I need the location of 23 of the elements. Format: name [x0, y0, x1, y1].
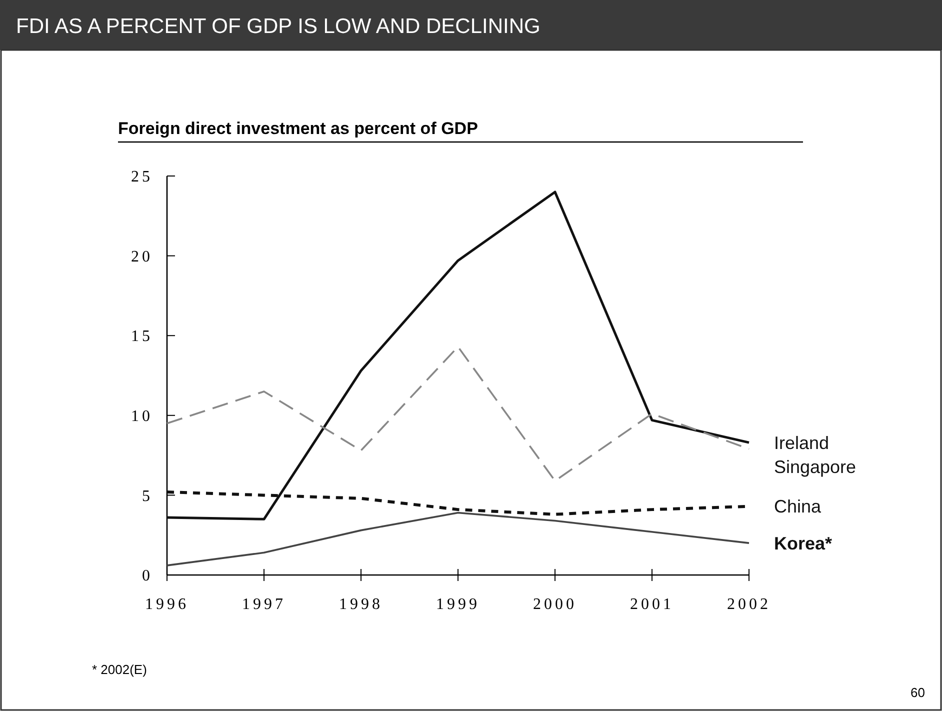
x-tick-label: 1999: [436, 596, 480, 613]
x-tick-label: 1997: [242, 596, 286, 613]
x-tick-label: 2000: [533, 596, 577, 613]
text: 60: [910, 685, 925, 700]
y-tick-label: 25: [131, 168, 153, 186]
chart-title: FDI AS A PERCENT OF GDP IS LOW AND DECLINING: [16, 15, 540, 38]
x-tick-label: 2002: [727, 596, 771, 613]
x-tick-label: 1998: [339, 596, 383, 613]
line-series: [166, 190, 750, 520]
y-tick-label: 10: [131, 408, 153, 425]
text: * 2002(E): [92, 662, 147, 677]
series-label: Korea*: [774, 533, 832, 554]
y-tick-label: 20: [131, 248, 153, 266]
chart-subtitle: Foreign direct investment as percent of GDP: [118, 119, 478, 138]
series-label: China: [774, 496, 822, 517]
x-tick-label: 1996: [145, 596, 189, 613]
line-series: [166, 512, 750, 566]
y-tick-label: 15: [131, 328, 153, 346]
series-label: Singapore: [774, 456, 856, 477]
y-tick-label: 0: [142, 568, 153, 585]
x-tick-label: 2001: [630, 596, 674, 613]
y-tick-label: 5: [142, 488, 153, 505]
series-label: Ireland: [774, 432, 830, 453]
